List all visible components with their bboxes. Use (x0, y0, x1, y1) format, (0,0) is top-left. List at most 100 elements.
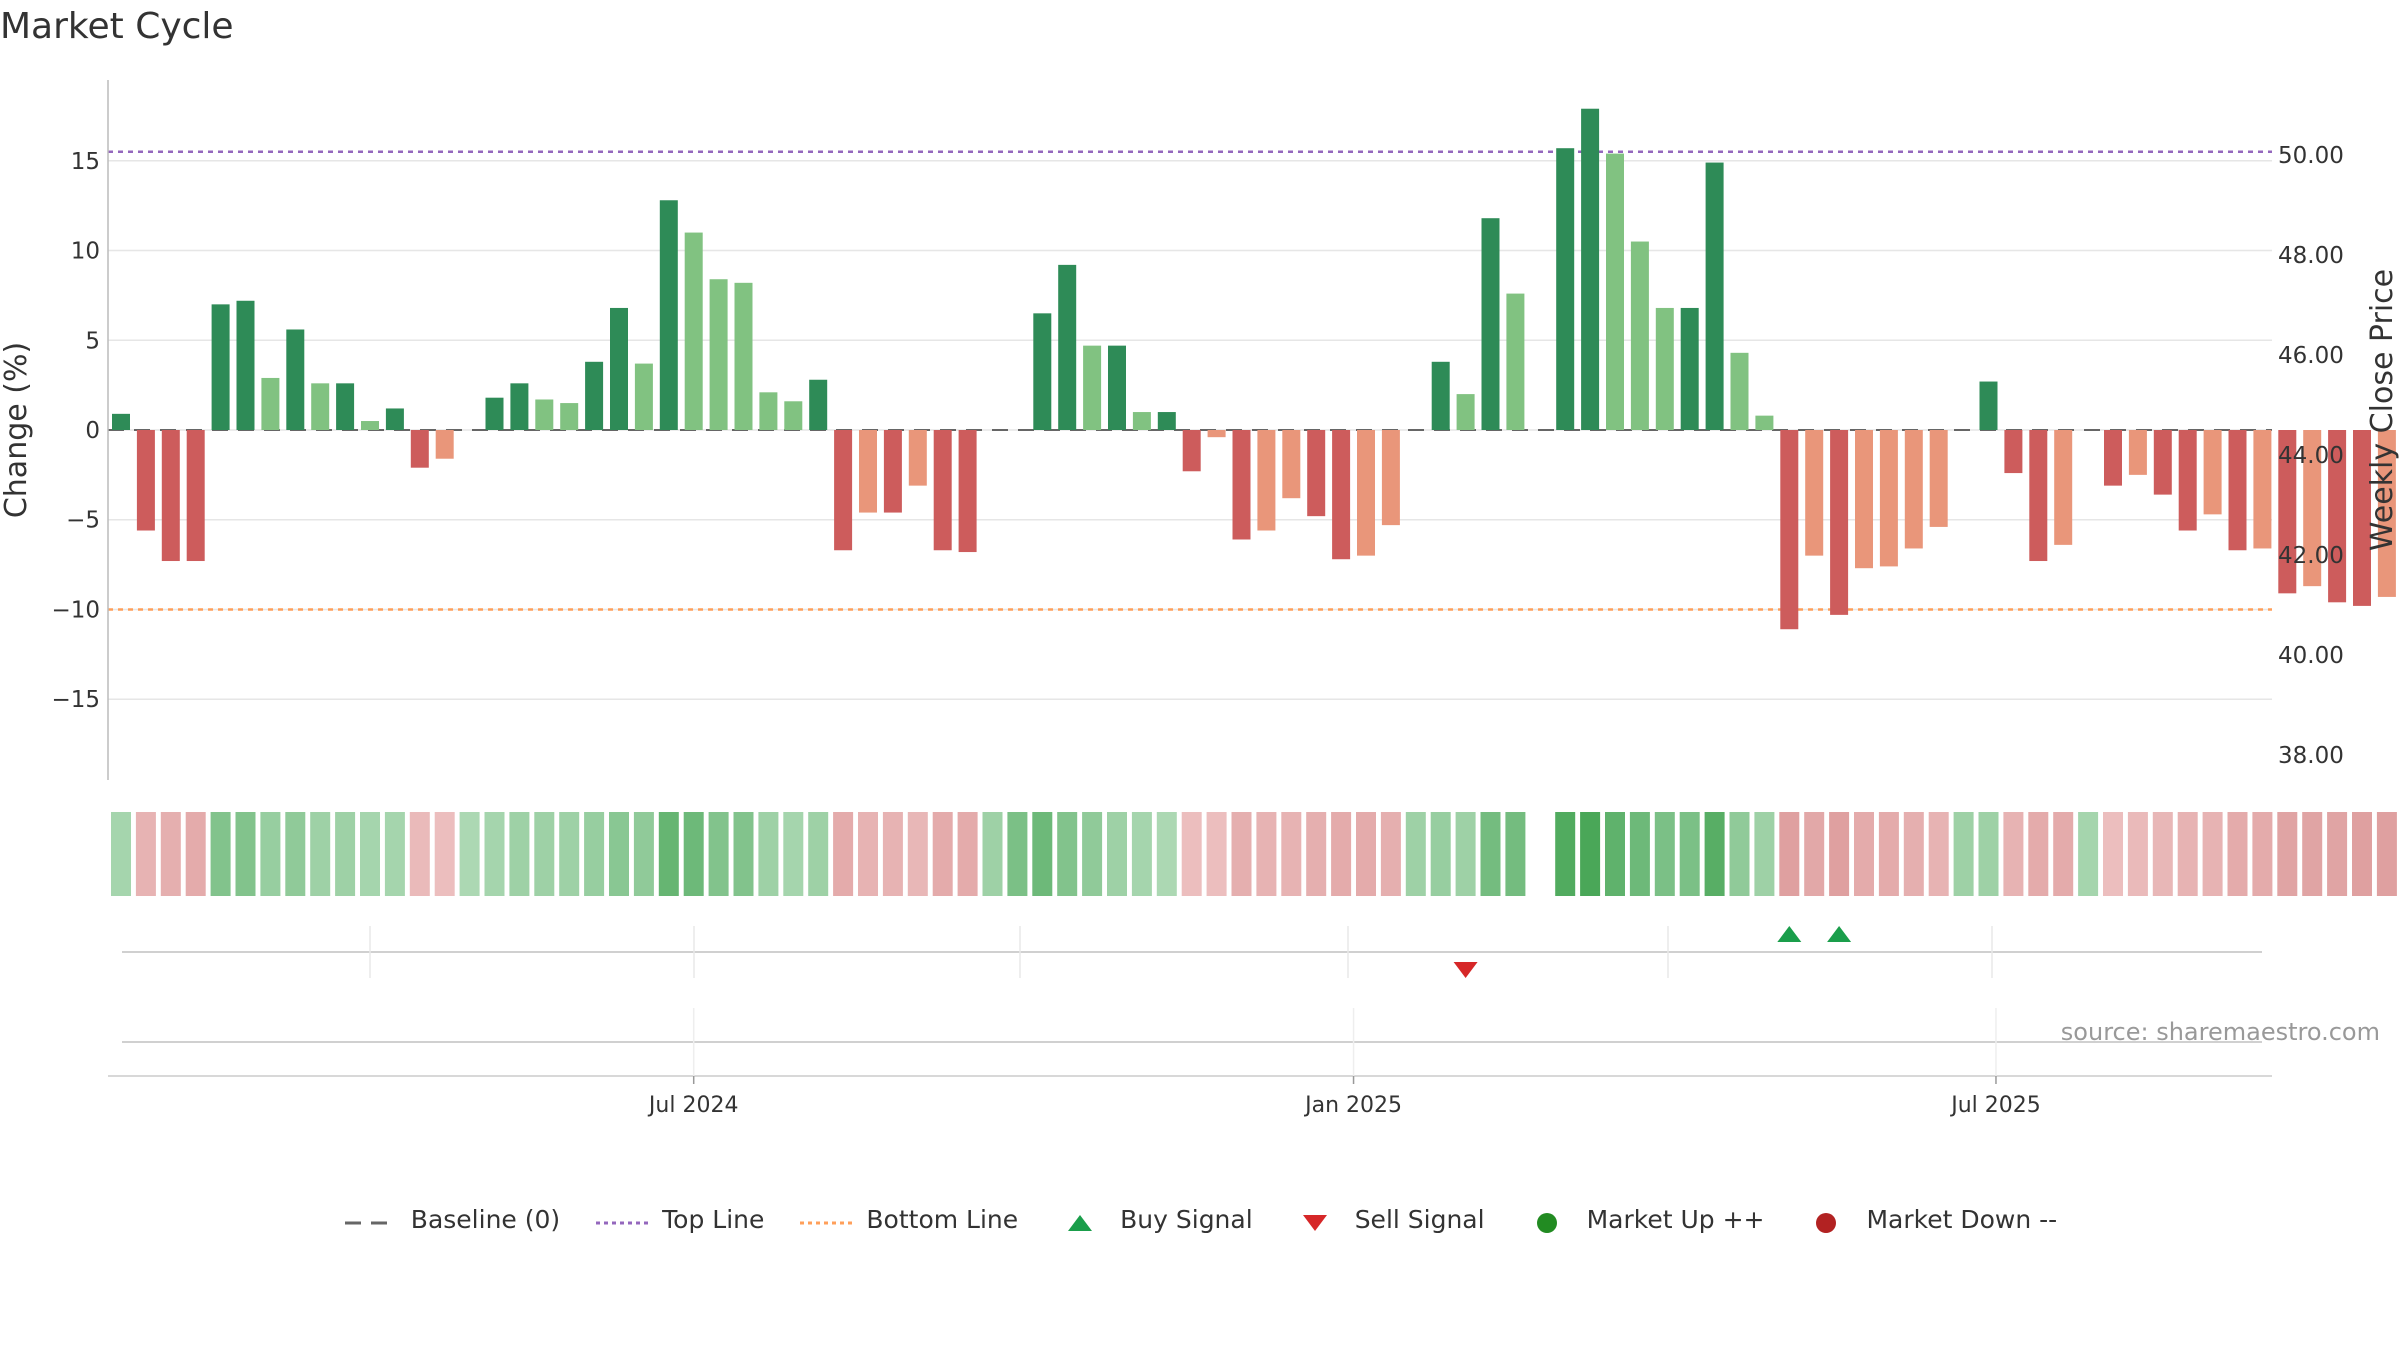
heatmap-cell (2252, 812, 2273, 896)
bar (361, 421, 379, 430)
dotted-line-icon (594, 1210, 650, 1230)
dash-line-icon (343, 1210, 399, 1230)
legend-label: Market Down -- (1866, 1205, 2058, 1234)
y-axis-label: Change (%) (0, 342, 34, 518)
bar (1680, 307, 1699, 430)
bar (136, 430, 155, 531)
bar (908, 430, 927, 486)
bar (1506, 293, 1525, 430)
legend-label: Bottom Line (866, 1205, 1019, 1234)
bar (1157, 412, 1176, 430)
heatmap-cell (1704, 812, 1725, 896)
legend-sell-signal[interactable]: Sell Signal (1281, 1205, 1491, 1234)
legend-market-up[interactable]: Market Up ++ (1513, 1205, 1771, 1234)
legend-baseline[interactable]: Baseline (0) (337, 1205, 566, 1234)
bar (2104, 430, 2122, 486)
heatmap-cell (509, 812, 530, 896)
y2-tick-label: 38.00 (2278, 743, 2344, 769)
heatmap-cell (2327, 812, 2348, 896)
bar (834, 430, 853, 551)
bar (560, 403, 579, 430)
bar (161, 430, 180, 562)
heatmap-cell (384, 812, 405, 896)
heatmap-cell (210, 812, 231, 896)
heatmap-cell (335, 812, 356, 896)
bar (336, 383, 355, 430)
heatmap-cell (111, 812, 131, 896)
bar (1805, 430, 1824, 556)
heatmap-cell (1306, 812, 1327, 896)
heatmap-cell (2152, 812, 2173, 896)
heatmap-cell (783, 812, 804, 896)
bar (2054, 430, 2073, 545)
bar (784, 401, 803, 430)
heatmap-cell (2227, 812, 2248, 896)
heatmap-cell (2202, 812, 2223, 896)
bar (186, 430, 205, 562)
bar (1755, 415, 1774, 430)
bar (1581, 108, 1600, 430)
bar (2178, 430, 2197, 531)
y-tick-label: 10 (71, 239, 100, 265)
bar (1855, 430, 1873, 569)
heatmap-cell (1928, 812, 1949, 896)
heatmap-cell (2053, 812, 2074, 896)
bar (610, 307, 628, 430)
legend-bottom-line[interactable]: Bottom Line (792, 1205, 1024, 1234)
heatmap-cell (882, 812, 903, 896)
heatmap-cell (2103, 812, 2123, 896)
legend-top-line[interactable]: Top Line (588, 1205, 770, 1234)
heatmap-cell (633, 812, 654, 896)
heatmap-cell (2127, 812, 2148, 896)
bar (112, 413, 130, 430)
heatmap-cell (185, 812, 206, 896)
bar (1929, 430, 1948, 527)
bar (485, 397, 504, 430)
heatmap-cell (2352, 812, 2372, 896)
lower-panel: Jul 2024 Jan 2025 Jul 2025 (108, 1008, 2272, 1118)
legend-buy-signal[interactable]: Buy Signal (1046, 1205, 1259, 1234)
heatmap-cell (360, 812, 380, 896)
heatmap-cell (683, 812, 704, 896)
heatmap-cell (1580, 812, 1601, 896)
circle-icon (1798, 1210, 1854, 1233)
bar (1730, 352, 1749, 430)
y-tick-label: −5 (66, 508, 100, 534)
legend-market-down[interactable]: Market Down -- (1792, 1205, 2063, 1234)
bar (1780, 430, 1799, 630)
bar (2328, 430, 2347, 603)
bar (1655, 307, 1674, 430)
legend-label: Buy Signal (1120, 1205, 1253, 1234)
heatmap-cell (1356, 812, 1376, 896)
y-tick-label: 5 (85, 328, 100, 354)
x-tick-label: Jul 2025 (1949, 1093, 2041, 1118)
legend-label: Sell Signal (1354, 1205, 1485, 1234)
heatmap-cell (1978, 812, 1999, 896)
bar (883, 430, 902, 513)
heatmap-cell (1131, 812, 1152, 896)
heatmap-cell (459, 812, 480, 896)
heatmap-cell (160, 812, 181, 896)
bar (734, 282, 753, 430)
heatmap-cell (1455, 812, 1476, 896)
heatmap-cell (1331, 812, 1352, 896)
heatmap-cell (957, 812, 978, 896)
heatmap-cell (260, 812, 281, 896)
bar (1058, 264, 1077, 430)
heatmap-cell (2177, 812, 2198, 896)
bar (2203, 430, 2222, 515)
heatmap-cell (310, 812, 331, 896)
heatmap-cell (135, 812, 156, 896)
heatmap-cell (484, 812, 505, 896)
heatmap-cell (1903, 812, 1924, 896)
bar (1830, 430, 1849, 615)
heatmap-cell (1729, 812, 1750, 896)
bar (2253, 430, 2272, 549)
heatmap-cell (758, 812, 779, 896)
heatmap-cell (1380, 812, 1401, 896)
bar (510, 383, 529, 430)
heatmap-cell (1007, 812, 1028, 896)
buy-signal-marker (1827, 926, 1852, 942)
heatmap-cell (1679, 812, 1700, 896)
bar (2153, 430, 2172, 495)
